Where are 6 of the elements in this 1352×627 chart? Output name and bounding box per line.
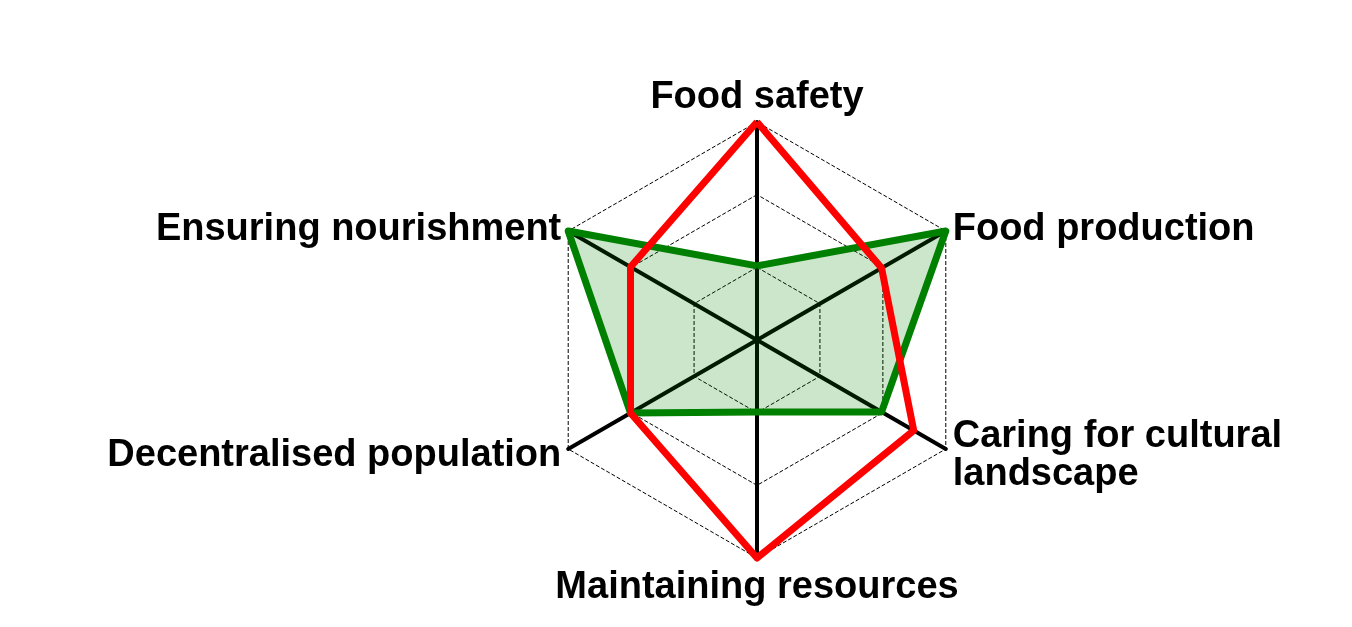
spoke-label: Decentralised population	[107, 432, 562, 474]
spoke-label: Food production	[952, 206, 1255, 248]
spoke-label: Ensuring nourishment	[155, 206, 562, 248]
spoke-label: Maintaining resources	[555, 564, 959, 606]
spoke-label: Food safety	[650, 74, 864, 116]
spoke-label: Caring for cultural landscape	[952, 413, 1283, 493]
